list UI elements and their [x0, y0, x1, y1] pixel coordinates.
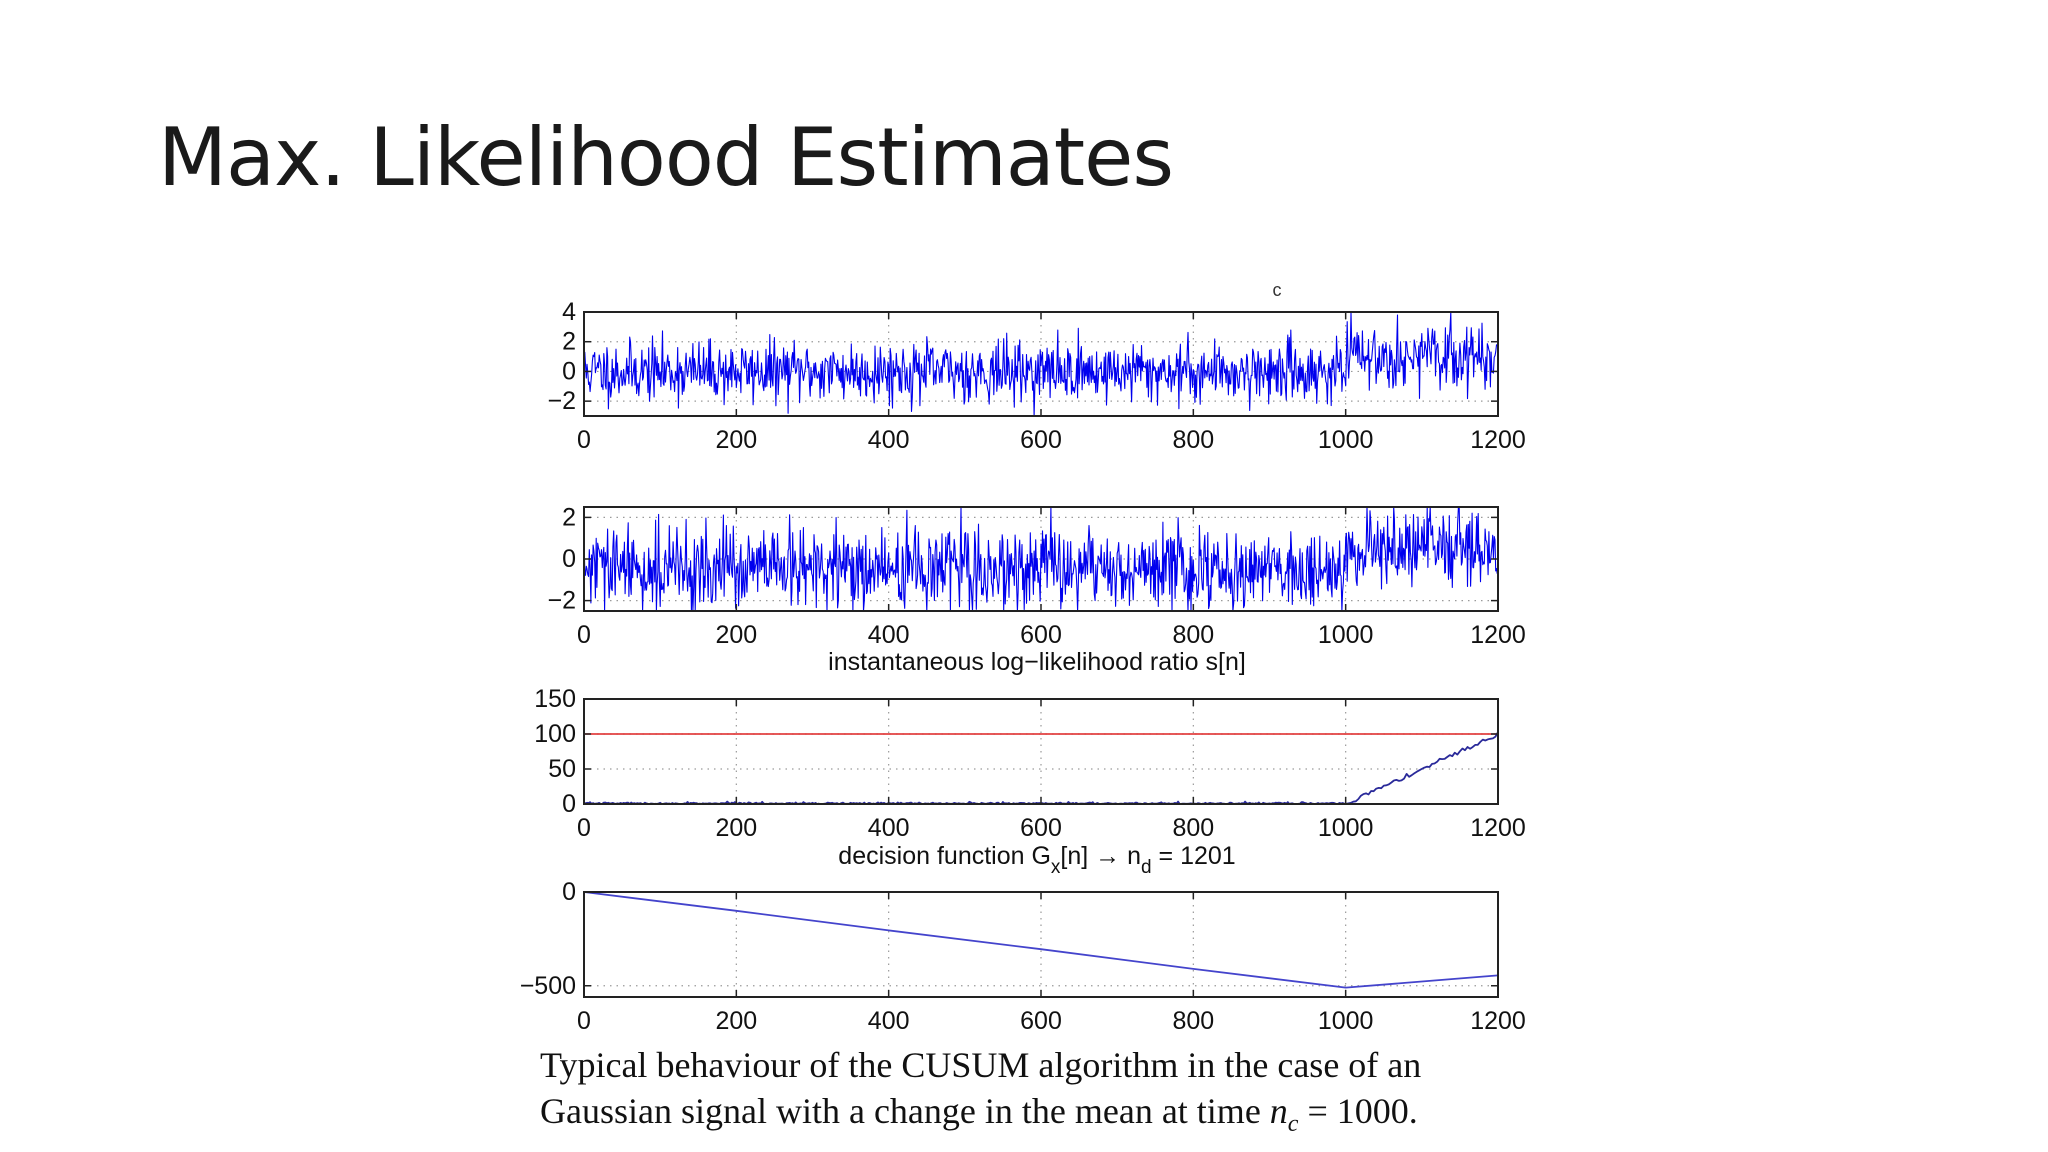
x-tick-label: 1000	[1318, 621, 1374, 649]
x-tick-label: 800	[1172, 621, 1214, 649]
series-llr-s[n]	[583, 506, 1498, 612]
y-tick-label: 0	[562, 878, 576, 906]
panel-title-llr: instantaneous log−likelihood ratio s[n]	[828, 648, 1246, 676]
x-tick-label: 0	[577, 814, 591, 842]
x-tick-label: 600	[1020, 1007, 1062, 1035]
x-tick-label: 800	[1172, 426, 1214, 454]
y-tick-label: −2	[547, 587, 576, 615]
x-tick-label: 1200	[1470, 426, 1526, 454]
x-tick-label: 600	[1020, 814, 1062, 842]
x-tick-label: 1200	[1470, 621, 1526, 649]
y-tick-label: 0	[562, 790, 576, 818]
x-tick-label: 1200	[1470, 814, 1526, 842]
caption-line-2-end: = 1000.	[1298, 1091, 1418, 1131]
x-tick-label: 200	[715, 814, 757, 842]
nc-subscript: c	[1287, 1111, 1299, 1137]
x-tick-label: 200	[715, 1007, 757, 1035]
x-tick-label: 400	[868, 426, 910, 454]
x-tick-label: 0	[577, 621, 591, 649]
y-tick-label: 150	[534, 685, 576, 713]
x-tick-label: 400	[868, 814, 910, 842]
y-tick-label: 2	[562, 328, 576, 356]
y-tick-label: 0	[562, 357, 576, 385]
y-tick-label: 0	[562, 545, 576, 573]
y-tick-label: 2	[562, 503, 576, 531]
x-tick-label: 600	[1020, 621, 1062, 649]
panel-decision: 0 200 400 600 800 1000 1200 150 100 50 0 decision f…	[534, 685, 1526, 878]
series-decision-G[n]	[583, 731, 1499, 805]
panel-title-decision: decision function Gx[n] → nd = 1201	[838, 842, 1235, 878]
series-cusum-S[n]	[583, 891, 1499, 989]
y-tick-label: 4	[562, 298, 576, 326]
x-tick-label: 800	[1172, 814, 1214, 842]
nc-symbol: nc	[1269, 1091, 1299, 1137]
x-tick-label: 400	[868, 621, 910, 649]
x-tick-label: 1000	[1318, 814, 1374, 842]
x-tick-label: 1000	[1318, 1007, 1374, 1035]
series-signal-x[n]	[583, 311, 1498, 417]
caption-line-1: Typical behaviour of the CUSUM algorithm…	[540, 1045, 1422, 1085]
y-tick-label: −500	[520, 972, 576, 1000]
caption-line-2-text: Gaussian signal with a change in the mea…	[540, 1091, 1270, 1131]
x-tick-label: 800	[1172, 1007, 1214, 1035]
top-label: c	[1273, 280, 1282, 300]
x-tick-label: 200	[715, 426, 757, 454]
caption-line-2: Gaussian signal with a change in the mea…	[540, 1088, 1560, 1147]
x-tick-label: 1000	[1318, 426, 1374, 454]
figure-caption: Typical behaviour of the CUSUM algorithm…	[540, 1042, 1560, 1147]
x-tick-label: 600	[1020, 426, 1062, 454]
x-tick-label: 400	[868, 1007, 910, 1035]
y-tick-label: −2	[547, 387, 576, 415]
slide-title: Max. Likelihood Estimates	[158, 111, 1174, 204]
x-tick-label: 200	[715, 621, 757, 649]
x-tick-label: 0	[577, 1007, 591, 1035]
y-tick-label: 100	[534, 720, 576, 748]
y-tick-label: 50	[548, 755, 576, 783]
x-tick-label: 0	[577, 426, 591, 454]
x-tick-label: 1200	[1470, 1007, 1526, 1035]
